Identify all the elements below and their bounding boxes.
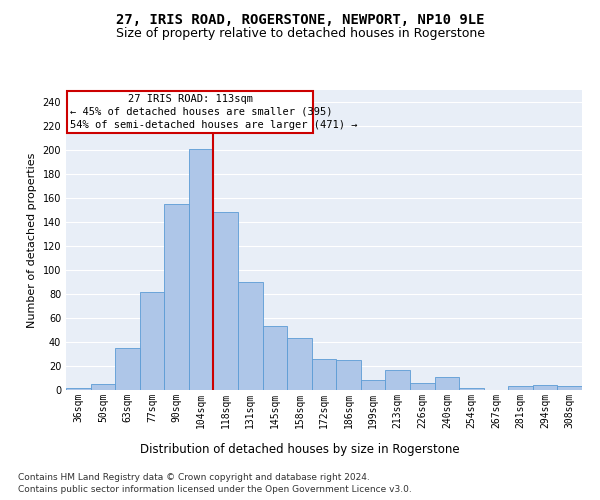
Text: ← 45% of detached houses are smaller (395): ← 45% of detached houses are smaller (39… — [70, 106, 332, 116]
Bar — [115, 348, 140, 390]
Bar — [459, 388, 484, 390]
Text: 54% of semi-detached houses are larger (471) →: 54% of semi-detached houses are larger (… — [70, 120, 357, 130]
Bar — [189, 149, 214, 390]
Bar — [312, 359, 336, 390]
Bar — [434, 377, 459, 390]
Bar — [557, 386, 582, 390]
Bar — [214, 212, 238, 390]
Bar — [533, 385, 557, 390]
Bar — [164, 204, 189, 390]
Bar — [361, 380, 385, 390]
Text: Contains public sector information licensed under the Open Government Licence v3: Contains public sector information licen… — [18, 485, 412, 494]
Text: Contains HM Land Registry data © Crown copyright and database right 2024.: Contains HM Land Registry data © Crown c… — [18, 472, 370, 482]
Bar — [336, 360, 361, 390]
Bar — [410, 383, 434, 390]
Text: 27, IRIS ROAD, ROGERSTONE, NEWPORT, NP10 9LE: 27, IRIS ROAD, ROGERSTONE, NEWPORT, NP10… — [116, 12, 484, 26]
Bar — [385, 370, 410, 390]
Bar — [91, 384, 115, 390]
Bar — [287, 338, 312, 390]
Bar — [66, 388, 91, 390]
Bar — [508, 386, 533, 390]
Bar — [263, 326, 287, 390]
Text: Size of property relative to detached houses in Rogerstone: Size of property relative to detached ho… — [115, 28, 485, 40]
Bar — [140, 292, 164, 390]
Bar — [238, 282, 263, 390]
Y-axis label: Number of detached properties: Number of detached properties — [27, 152, 37, 328]
Text: Distribution of detached houses by size in Rogerstone: Distribution of detached houses by size … — [140, 442, 460, 456]
FancyBboxPatch shape — [67, 91, 313, 133]
Text: 27 IRIS ROAD: 113sqm: 27 IRIS ROAD: 113sqm — [128, 94, 253, 104]
